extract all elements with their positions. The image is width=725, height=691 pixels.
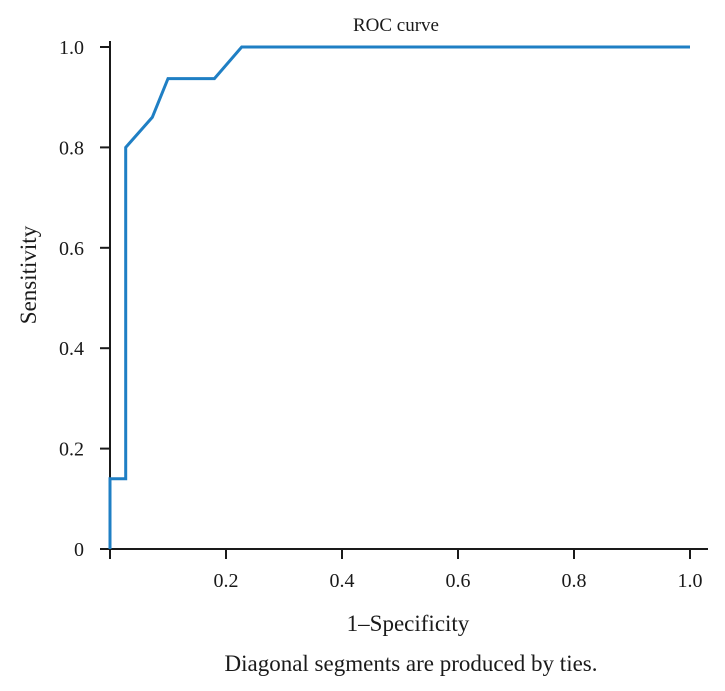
y-tick-label: 0 xyxy=(74,539,84,561)
y-tick-label: 0.2 xyxy=(59,439,84,461)
x-tick-label: 0.2 xyxy=(214,570,239,592)
y-tick-label: 0.8 xyxy=(59,137,84,159)
x-axis-title: 1–Specificity xyxy=(347,611,470,636)
roc-curve-line xyxy=(108,45,690,549)
chart-footnote: Diagonal segments are produced by ties. xyxy=(225,651,598,676)
y-tick-label: 0.4 xyxy=(59,338,84,360)
x-tick-label: 0.4 xyxy=(330,570,355,592)
y-tick-label: 0.6 xyxy=(59,238,84,260)
x-tick-label: 1.0 xyxy=(678,570,703,592)
y-axis-ticks: 0 0.2 0.4 0.6 0.8 1.0 xyxy=(59,37,110,561)
x-tick-label: 0.8 xyxy=(562,570,587,592)
y-tick-label: 1.0 xyxy=(59,37,84,59)
y-axis-title: Sensitivity xyxy=(16,225,41,324)
x-tick-label: 0.6 xyxy=(446,570,471,592)
axes xyxy=(109,41,708,550)
chart-title: ROC curve xyxy=(353,15,439,36)
x-axis-ticks: 0.2 0.4 0.6 0.8 1.0 xyxy=(109,549,703,592)
